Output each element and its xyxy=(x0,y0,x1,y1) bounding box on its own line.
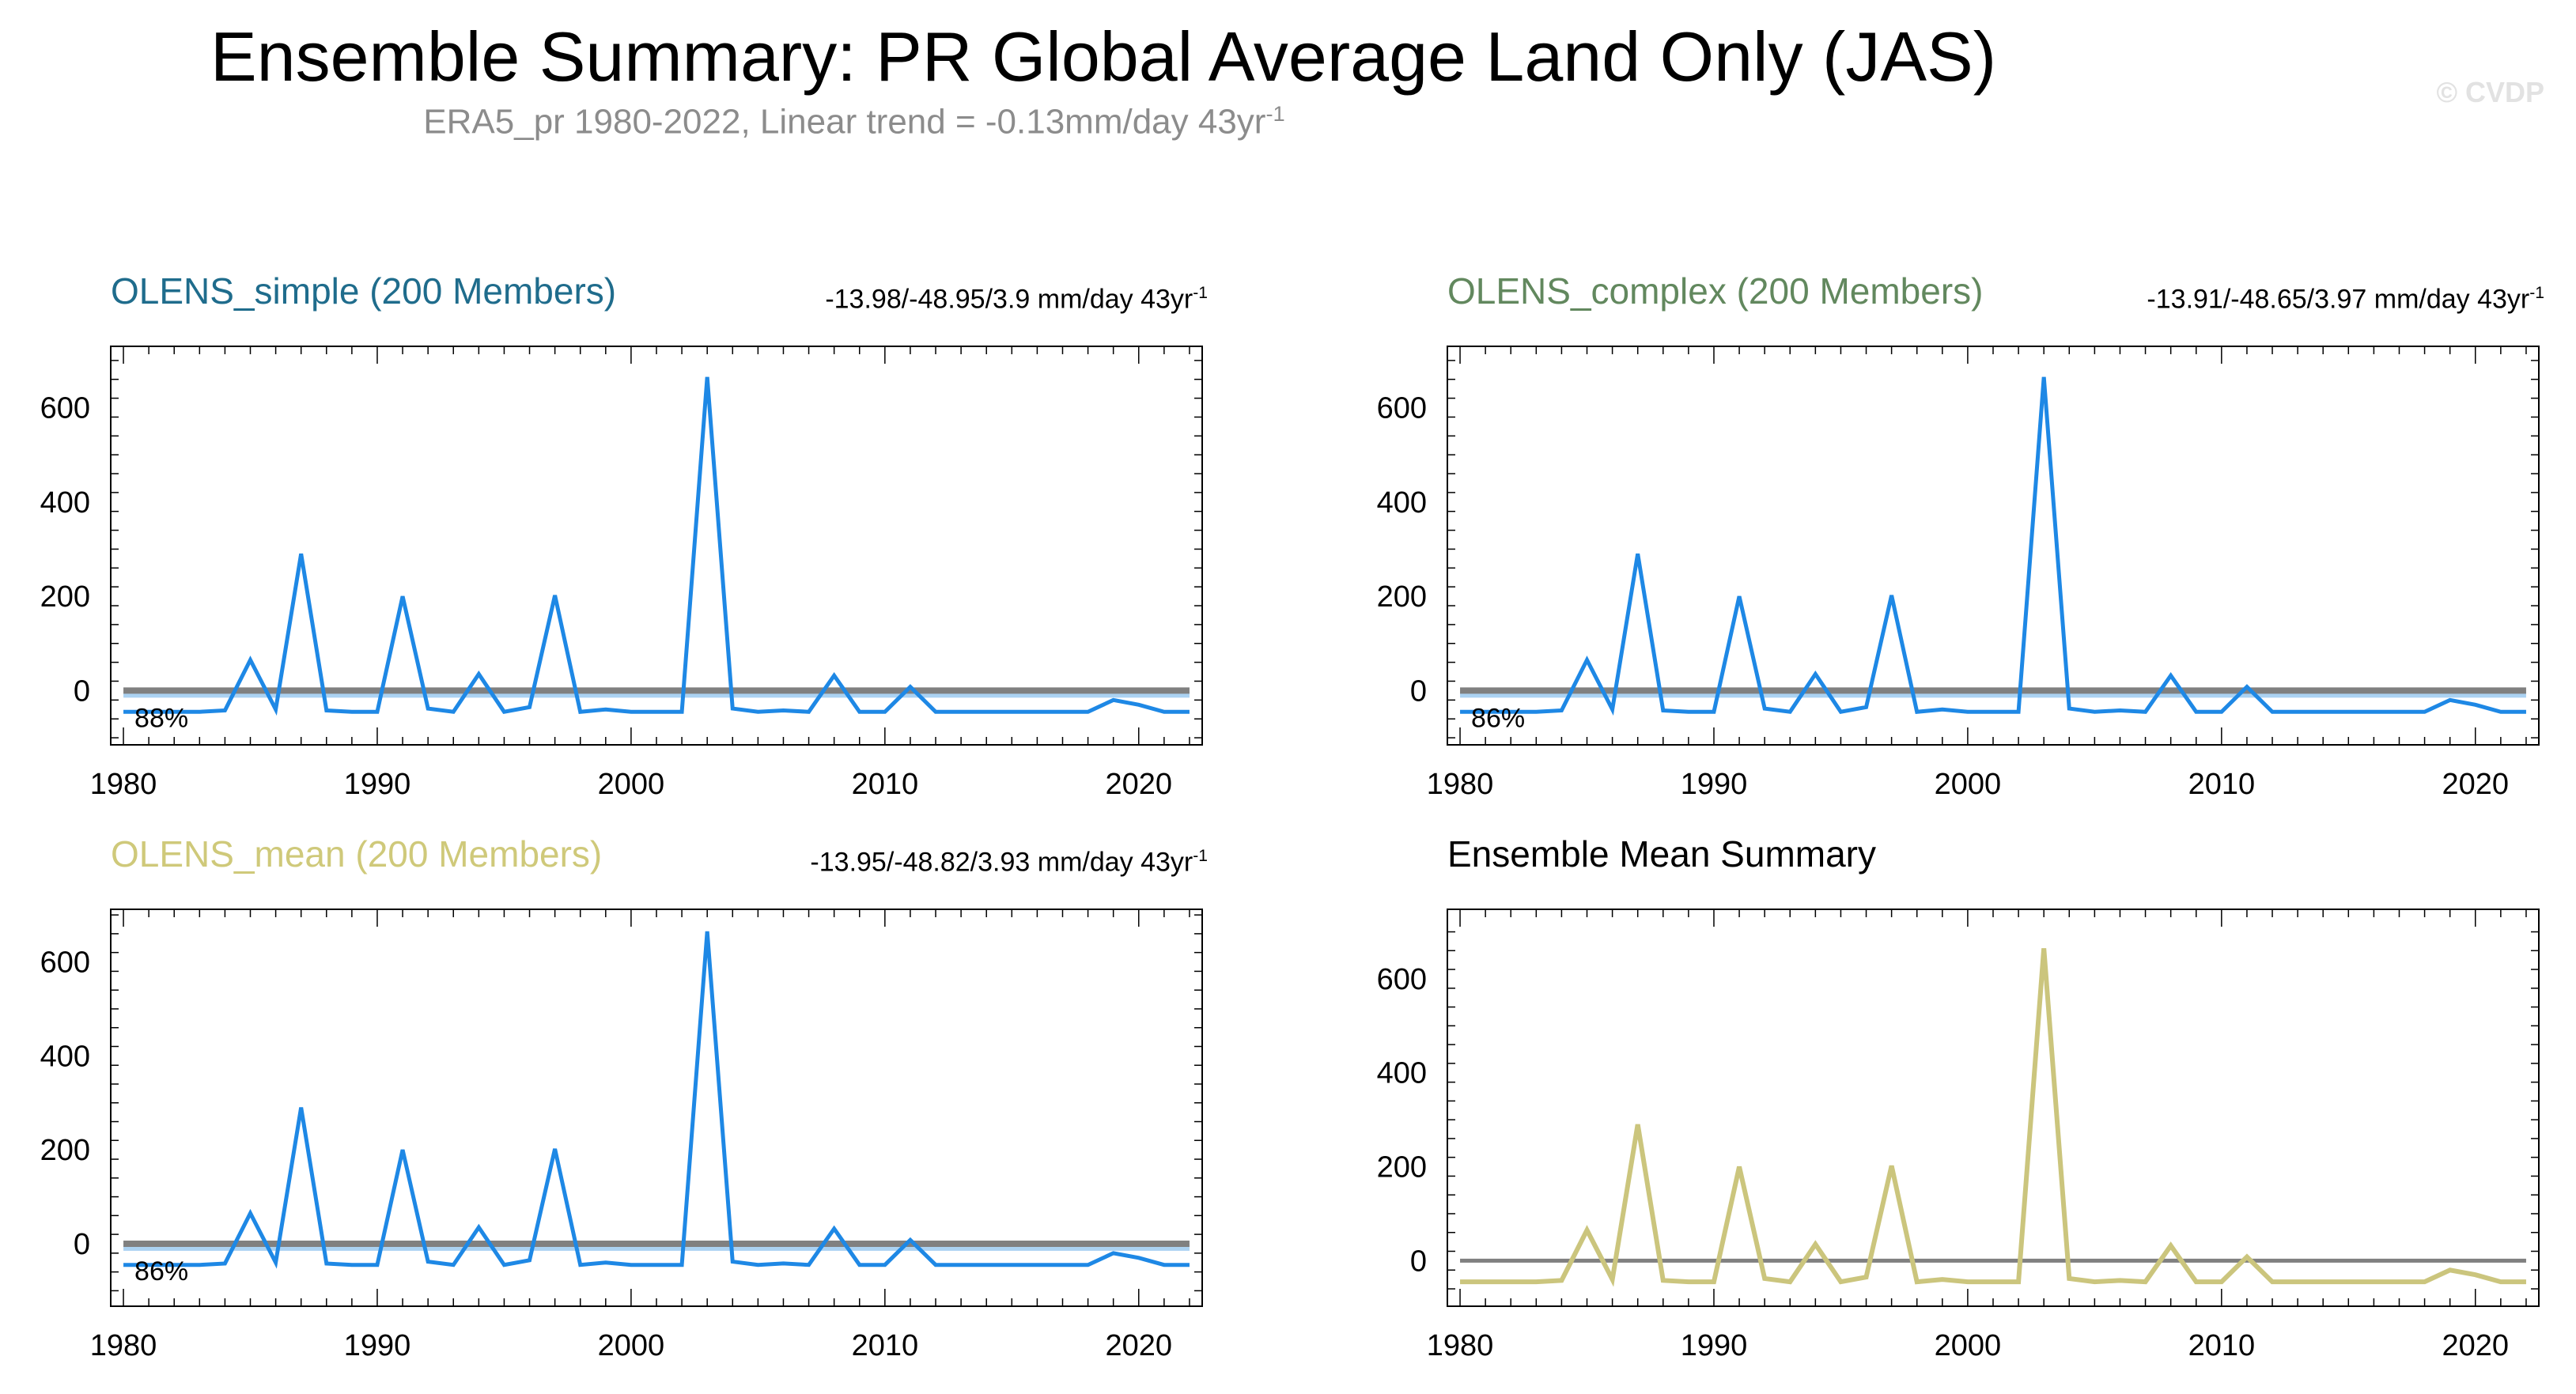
panel-title-mean: OLENS_mean (200 Members) xyxy=(111,833,603,875)
x-tick-label: 1980 xyxy=(1427,768,1494,801)
plot-panel-2: 1980 1990 2000 2010 2020 0 200 400 600 86% xyxy=(1377,346,2540,801)
y-tick-label: 0 xyxy=(74,1228,90,1261)
plot-frame xyxy=(110,346,1203,746)
x-tick-label: 2020 xyxy=(2442,1329,2509,1362)
ensemble-spread-band xyxy=(1460,691,2526,698)
x-tick-label: 2010 xyxy=(2188,1329,2256,1362)
x-tick-label: 2000 xyxy=(598,1329,665,1362)
x-tick-label: 2020 xyxy=(2442,768,2509,801)
x-tick-label: 1990 xyxy=(1681,1329,1748,1362)
page-subtitle: ERA5_pr 1980-2022, Linear trend = -0.13m… xyxy=(0,101,1708,142)
y-tick-label: 200 xyxy=(40,580,90,614)
x-tick-label: 2010 xyxy=(2188,768,2256,801)
x-tick-label: 1990 xyxy=(344,768,411,801)
plot-frame xyxy=(1447,909,2540,1307)
page-title: Ensemble Summary: PR Global Average Land… xyxy=(210,17,1997,96)
x-tick-label: 1980 xyxy=(90,768,157,801)
x-tick-label: 1990 xyxy=(344,1329,411,1362)
y-tick-label: 0 xyxy=(74,674,90,708)
panel-title-complex: OLENS_complex (200 Members) xyxy=(1447,270,1984,312)
y-tick-label: 600 xyxy=(40,946,90,980)
x-tick-label: 1980 xyxy=(1427,1329,1494,1362)
trend-superscript: -1 xyxy=(1193,284,1208,302)
x-tick-label: 2000 xyxy=(1935,1329,2002,1362)
panel-trend-complex: -13.91/-48.65/3.97 mm/day 43yr-1 xyxy=(2147,277,2544,315)
plot-panel-3: 1980 1990 2000 2010 2020 0 200 400 600 86% xyxy=(40,909,1203,1362)
trend-text: -13.98/-48.95/3.9 mm/day 43yr xyxy=(825,284,1193,315)
y-tick-label: 400 xyxy=(1377,486,1427,519)
y-tick-label: 0 xyxy=(1410,674,1427,708)
x-tick-label: 2020 xyxy=(1105,768,1172,801)
y-tick-label: 400 xyxy=(1377,1057,1427,1090)
trend-superscript: -1 xyxy=(2529,284,2544,302)
trend-text: -13.91/-48.65/3.97 mm/day 43yr xyxy=(2147,284,2530,315)
x-tick-label: 1980 xyxy=(90,1329,157,1362)
plot-panel-1: 1980 1990 2000 2010 2020 0 200 400 600 88% xyxy=(40,346,1203,801)
percent-label: 88% xyxy=(134,703,188,733)
x-tick-label: 2000 xyxy=(598,768,665,801)
trend-superscript: -1 xyxy=(1193,847,1208,865)
observed-series-line xyxy=(123,931,1190,1269)
panel-title-ensemble-mean: Ensemble Mean Summary xyxy=(1447,833,1876,875)
x-tick-label: 2000 xyxy=(1935,768,2002,801)
panel-title-simple: OLENS_simple (200 Members) xyxy=(111,270,617,312)
ensemble-mean-line xyxy=(1460,948,2526,1287)
observed-series-line xyxy=(1460,376,2526,716)
y-tick-label: 200 xyxy=(1377,580,1427,614)
y-tick-label: 200 xyxy=(1377,1151,1427,1184)
y-tick-label: 600 xyxy=(40,392,90,425)
ensemble-spread-band xyxy=(123,1245,1190,1251)
trend-text: -13.95/-48.82/3.93 mm/day 43yr xyxy=(810,847,1193,878)
x-tick-label: 2010 xyxy=(852,1329,919,1362)
percent-label: 86% xyxy=(134,1256,188,1286)
y-tick-label: 400 xyxy=(40,486,90,519)
y-tick-label: 200 xyxy=(40,1134,90,1167)
observed-series-line xyxy=(123,376,1190,716)
ensemble-spread-band xyxy=(123,691,1190,698)
y-tick-label: 600 xyxy=(1377,963,1427,996)
y-tick-label: 0 xyxy=(1410,1245,1427,1278)
y-tick-label: 400 xyxy=(40,1040,90,1073)
subtitle-text: ERA5_pr 1980-2022, Linear trend = -0.13m… xyxy=(423,102,1266,142)
panel-trend-simple: -13.98/-48.95/3.9 mm/day 43yr-1 xyxy=(825,277,1208,315)
credit-watermark: © CVDP xyxy=(2436,76,2544,108)
percent-label: 86% xyxy=(1471,703,1525,733)
x-tick-label: 2010 xyxy=(852,768,919,801)
panel-trend-mean: -13.95/-48.82/3.93 mm/day 43yr-1 xyxy=(810,840,1208,878)
subtitle-superscript: -1 xyxy=(1265,101,1285,126)
plot-frame xyxy=(1447,346,2540,746)
y-tick-label: 600 xyxy=(1377,392,1427,425)
plot-panel-4: 1980 1990 2000 2010 2020 0 200 400 600 xyxy=(1377,909,2540,1362)
x-tick-label: 2020 xyxy=(1105,1329,1172,1362)
x-tick-label: 1990 xyxy=(1681,768,1748,801)
